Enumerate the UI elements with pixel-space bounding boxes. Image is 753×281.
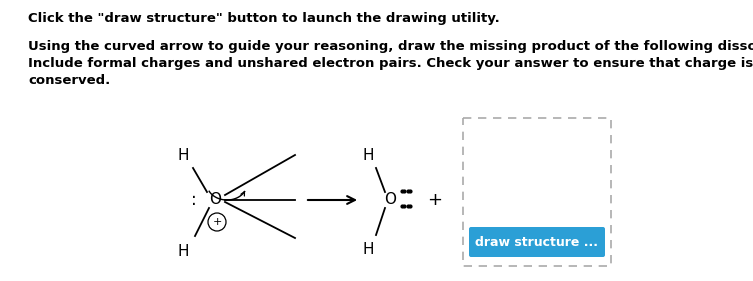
- Text: H: H: [177, 244, 189, 259]
- Text: O: O: [209, 192, 221, 207]
- Text: Click the "draw structure" button to launch the drawing utility.: Click the "draw structure" button to lau…: [28, 12, 500, 25]
- Text: conserved.: conserved.: [28, 74, 110, 87]
- Text: draw structure ...: draw structure ...: [475, 235, 599, 248]
- Text: +: +: [212, 217, 221, 227]
- Bar: [463, 118, 611, 266]
- Text: O: O: [384, 192, 396, 207]
- Text: :: :: [191, 191, 197, 209]
- Text: Include formal charges and unshared electron pairs. Check your answer to ensure : Include formal charges and unshared elec…: [28, 57, 753, 70]
- Text: Using the curved arrow to guide your reasoning, draw the missing product of the : Using the curved arrow to guide your rea…: [28, 40, 753, 53]
- Text: +: +: [428, 191, 443, 209]
- FancyBboxPatch shape: [469, 227, 605, 257]
- Text: H: H: [362, 243, 373, 257]
- Text: H: H: [177, 148, 189, 162]
- Text: H: H: [362, 148, 373, 162]
